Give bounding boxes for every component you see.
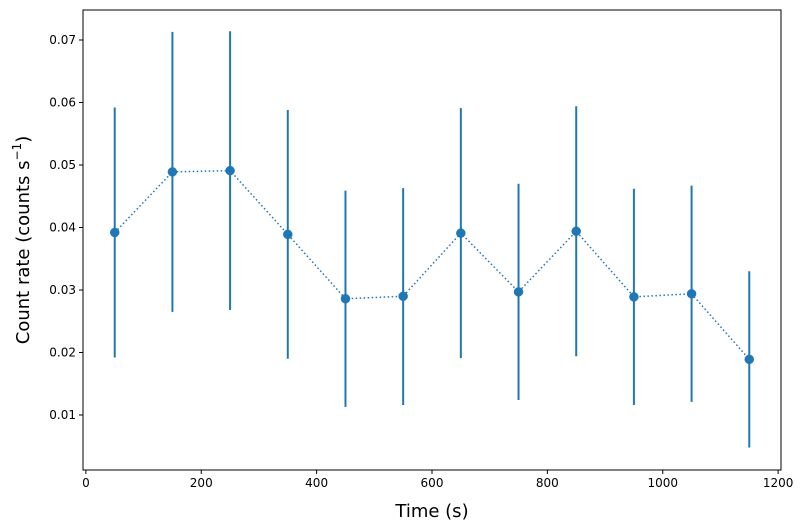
y-axis-title-main: Count rate (counts s xyxy=(13,160,34,344)
data-point xyxy=(398,291,408,301)
data-point xyxy=(686,289,697,299)
y-tick-label: 0.04 xyxy=(49,221,76,235)
y-tick-label: 0.01 xyxy=(49,408,76,422)
plot-area xyxy=(83,10,781,470)
y-axis-title: Count rate (counts s−1) xyxy=(10,136,34,344)
y-tick-label: 0.06 xyxy=(49,96,76,110)
data-point xyxy=(744,354,755,365)
x-tick-label: 800 xyxy=(536,476,559,490)
tick-layer: 0 200 400 600 800 1000 1200 0.01 0.02 0.03 0.04 0.0… xyxy=(49,33,793,490)
y-tick-label: 0.03 xyxy=(49,283,76,297)
data-point xyxy=(513,287,524,297)
data-point xyxy=(340,294,351,304)
data-point xyxy=(456,228,466,238)
data-point xyxy=(109,227,120,238)
data-point xyxy=(571,226,581,236)
data-point xyxy=(629,292,639,302)
x-tick-label: 1000 xyxy=(647,476,678,490)
series-layer xyxy=(109,31,755,448)
x-tick-label: 200 xyxy=(190,476,213,490)
x-tick-label: 0 xyxy=(82,476,90,490)
y-tick-label: 0.05 xyxy=(49,158,76,172)
series-line xyxy=(114,169,750,360)
x-tick-label: 400 xyxy=(305,476,328,490)
data-point xyxy=(167,167,178,177)
data-point xyxy=(283,229,293,240)
x-tick-label: 1200 xyxy=(763,476,794,490)
y-axis-title-close: ) xyxy=(13,136,34,143)
plot-frame xyxy=(82,9,782,471)
y-tick-label: 0.07 xyxy=(49,33,76,47)
y-axis-title-superscript: −1 xyxy=(10,143,24,161)
x-axis-title: Time (s) xyxy=(394,501,468,522)
y-tick-label: 0.02 xyxy=(49,346,76,360)
data-point xyxy=(225,165,235,176)
x-tick-label: 600 xyxy=(421,476,444,490)
